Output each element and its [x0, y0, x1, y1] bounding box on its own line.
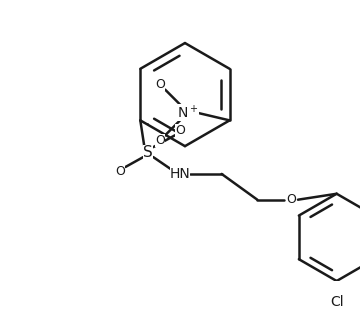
Text: HN: HN: [170, 167, 190, 181]
Text: O: O: [155, 134, 165, 147]
Text: O: O: [155, 78, 165, 91]
Text: $^{-}$: $^{-}$: [143, 121, 150, 131]
Text: O: O: [175, 124, 185, 137]
Text: Cl: Cl: [330, 295, 344, 309]
Text: N$^+$: N$^+$: [177, 104, 199, 121]
Text: S: S: [143, 145, 153, 160]
Text: O: O: [286, 193, 296, 206]
Text: O: O: [115, 165, 125, 178]
